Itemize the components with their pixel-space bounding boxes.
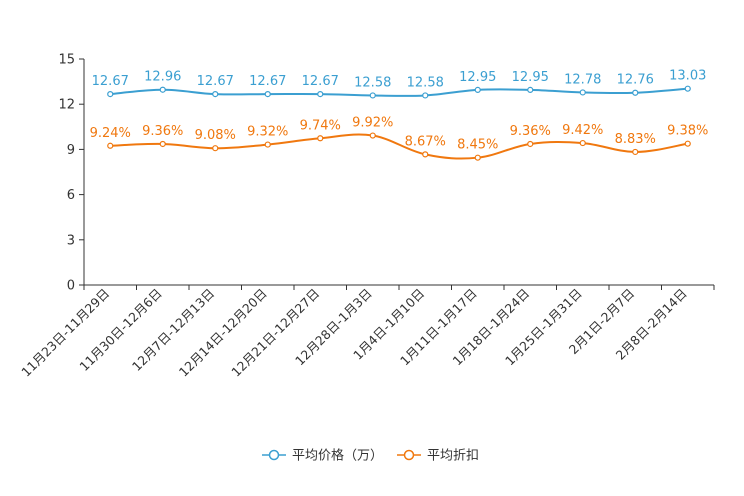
data-point[interactable]: [632, 148, 639, 156]
x-tick-label: 12月21日-12月27日: [228, 286, 322, 380]
data-point[interactable]: [684, 140, 691, 147]
data-point[interactable]: [159, 86, 166, 93]
legend-marker-icon: [403, 449, 415, 461]
data-label: 12.96: [144, 70, 181, 85]
legend-label[interactable]: 平均折扣: [427, 449, 479, 464]
data-label: 9.74%: [300, 118, 341, 133]
x-tick-label: 12月14日-12月20日: [176, 286, 270, 380]
y-tick-label: 3: [67, 233, 75, 248]
chart-series: 12.67 12.96 12.67 12.67 12.67 12.58 12.58 12.95…: [90, 69, 708, 161]
data-point[interactable]: [212, 145, 219, 152]
data-point[interactable]: [474, 154, 481, 161]
data-label: 12.67: [197, 74, 234, 89]
data-point[interactable]: [579, 139, 586, 147]
legend-label[interactable]: 平均价格（万）: [292, 448, 383, 464]
data-point[interactable]: [527, 86, 534, 93]
data-label: 12.78: [564, 72, 601, 87]
data-point[interactable]: [107, 142, 114, 149]
data-point[interactable]: [264, 141, 271, 148]
data-label: 12.58: [354, 75, 391, 90]
x-tick-label: 11月23日-11月29日: [18, 286, 112, 380]
data-point[interactable]: [369, 132, 376, 139]
series-line-1: [110, 133, 688, 160]
chart-legend[interactable]: 平均价格（万） 平均折扣: [262, 448, 479, 464]
data-label: 8.83%: [615, 132, 656, 147]
y-tick-label: 15: [58, 53, 75, 68]
data-label: 9.38%: [667, 124, 708, 139]
data-label: 12.95: [459, 70, 496, 85]
legend-marker-icon: [268, 449, 280, 461]
data-point[interactable]: [264, 91, 271, 98]
data-point[interactable]: [422, 151, 429, 158]
data-point[interactable]: [317, 91, 324, 98]
data-point[interactable]: [474, 86, 481, 93]
y-tick-label: 12: [58, 98, 75, 113]
y-tick-label: 6: [67, 188, 75, 203]
data-point[interactable]: [632, 89, 639, 96]
data-label: 9.42%: [562, 123, 603, 138]
data-point[interactable]: [369, 92, 376, 99]
data-label: 9.08%: [195, 128, 236, 143]
series-line-0: [110, 87, 688, 97]
chart-axes: 0369121511月23日-11月29日11月30日-12月6日12月7日-1…: [18, 53, 715, 380]
data-point[interactable]: [684, 85, 691, 92]
data-label: 9.32%: [247, 125, 288, 140]
data-point[interactable]: [107, 91, 114, 98]
data-point[interactable]: [317, 135, 324, 142]
y-tick-label: 0: [67, 279, 75, 294]
data-point[interactable]: [159, 140, 166, 148]
data-point[interactable]: [212, 91, 219, 98]
data-label: 12.67: [92, 74, 129, 89]
data-point[interactable]: [527, 140, 534, 148]
data-label: 9.92%: [352, 116, 393, 131]
data-label: 12.58: [407, 75, 444, 90]
data-label: 13.03: [669, 69, 706, 84]
data-label: 12.76: [617, 73, 654, 88]
data-label: 9.36%: [510, 124, 551, 139]
data-label: 12.67: [249, 74, 286, 89]
data-label: 12.67: [302, 74, 339, 89]
data-label: 8.45%: [457, 138, 498, 153]
data-label: 9.24%: [90, 126, 131, 141]
y-tick-label: 9: [67, 143, 75, 158]
data-label: 9.36%: [142, 124, 183, 139]
data-label: 12.95: [512, 70, 549, 85]
data-label: 8.67%: [405, 134, 446, 149]
data-point[interactable]: [422, 92, 429, 99]
data-point[interactable]: [579, 89, 586, 96]
